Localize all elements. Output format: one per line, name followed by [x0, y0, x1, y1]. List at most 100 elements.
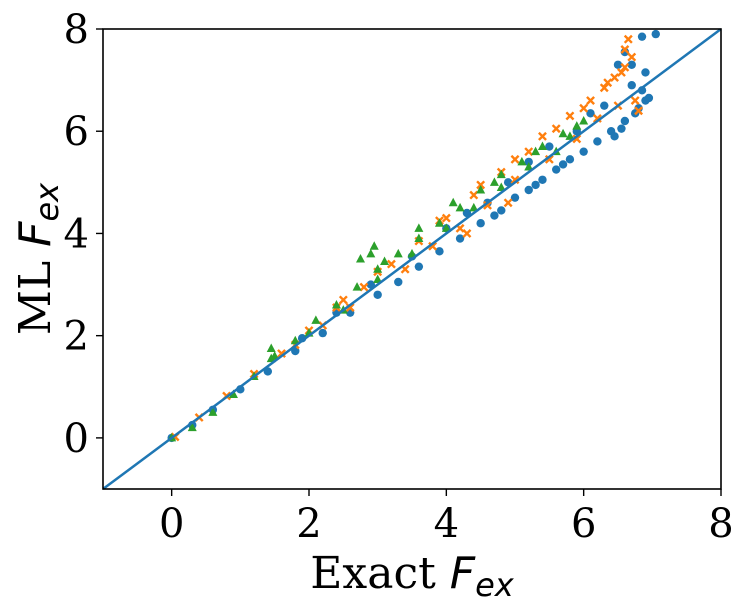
data-point [572, 134, 582, 144]
data-point [380, 256, 390, 266]
data-point [644, 93, 654, 103]
data-point [616, 67, 626, 77]
data-point [586, 109, 595, 118]
data-point [603, 78, 613, 88]
data-point [524, 185, 533, 195]
data-point [290, 335, 300, 345]
data-point [579, 116, 589, 125]
y-axis-label-subscript: ex [28, 182, 66, 222]
data-point [441, 213, 451, 223]
y-axis-label-prefix: ML [10, 247, 61, 335]
data-point [538, 131, 547, 141]
data-point [448, 197, 458, 207]
data-point [483, 200, 492, 210]
data-point [407, 248, 417, 258]
data-point [394, 277, 403, 287]
data-point [517, 156, 527, 166]
data-point [627, 81, 636, 90]
plot-frame [102, 28, 722, 490]
data-point [345, 303, 355, 313]
y-tick-label: 6 [64, 109, 89, 155]
x-axis-label-symbol: F [450, 548, 476, 599]
y-tick-label: 8 [64, 7, 89, 53]
data-point [331, 300, 341, 309]
data-point [386, 259, 396, 269]
data-point [579, 103, 589, 113]
data-point [565, 155, 575, 164]
data-point [435, 247, 444, 256]
y-axis-label-symbol: F [10, 221, 61, 247]
x-tick-label: 0 [159, 501, 184, 547]
x-tick-label: 2 [296, 501, 321, 547]
x-tick-label: 8 [708, 501, 733, 547]
data-point [538, 175, 547, 184]
data-point [393, 248, 403, 258]
data-point [414, 233, 424, 243]
data-point [630, 96, 640, 106]
y-tick-label: 4 [64, 211, 89, 257]
y-tick-label: 0 [64, 416, 89, 462]
data-point [496, 182, 506, 191]
data-point [634, 106, 644, 116]
data-point [579, 147, 588, 156]
data-point [510, 175, 520, 185]
data-point [565, 111, 575, 121]
data-point [266, 343, 276, 352]
data-point [503, 198, 513, 208]
data-point [277, 349, 286, 359]
data-point [545, 142, 554, 151]
data-point [369, 241, 379, 250]
data-point [593, 137, 602, 146]
series-x [170, 34, 644, 442]
data-point [469, 190, 479, 200]
data-point [476, 219, 485, 228]
data-point [641, 68, 650, 77]
data-point [544, 154, 554, 164]
data-point [441, 223, 451, 232]
x-tick-label: 4 [434, 501, 459, 547]
data-point [318, 328, 327, 338]
identity-line [102, 27, 722, 491]
data-point [414, 262, 424, 271]
data-point [600, 101, 609, 110]
marker-layer [167, 29, 660, 443]
data-point [359, 282, 369, 292]
data-point [462, 228, 472, 238]
data-point [311, 315, 321, 324]
y-axis-label: ML Fex [10, 182, 66, 335]
data-point [592, 113, 602, 123]
data-point [338, 295, 348, 305]
data-point [565, 131, 575, 140]
data-point [531, 180, 540, 190]
data-point [617, 124, 626, 133]
data-point [352, 282, 362, 291]
data-point [586, 96, 595, 106]
data-point [651, 29, 660, 39]
data-point [208, 407, 218, 416]
data-point [510, 154, 520, 164]
data-point [356, 254, 365, 263]
data-point [552, 165, 561, 174]
data-point [524, 157, 533, 167]
data-point [524, 147, 534, 157]
data-point [266, 353, 276, 363]
data-point [476, 185, 486, 194]
x-tick-label: 6 [571, 501, 596, 547]
y-axis: 0 2 4 6 8 [64, 7, 103, 462]
data-point [414, 223, 424, 232]
data-point [497, 206, 506, 215]
data-point [489, 177, 499, 186]
data-point [623, 34, 633, 44]
data-point [455, 202, 465, 212]
data-point [531, 146, 541, 156]
data-point [187, 422, 197, 432]
data-point [476, 180, 486, 190]
data-point [620, 44, 630, 54]
data-point [558, 160, 568, 169]
data-point [637, 32, 647, 41]
data-point [455, 234, 465, 243]
data-point [428, 241, 438, 251]
data-point [610, 132, 619, 141]
data-point [610, 73, 620, 83]
